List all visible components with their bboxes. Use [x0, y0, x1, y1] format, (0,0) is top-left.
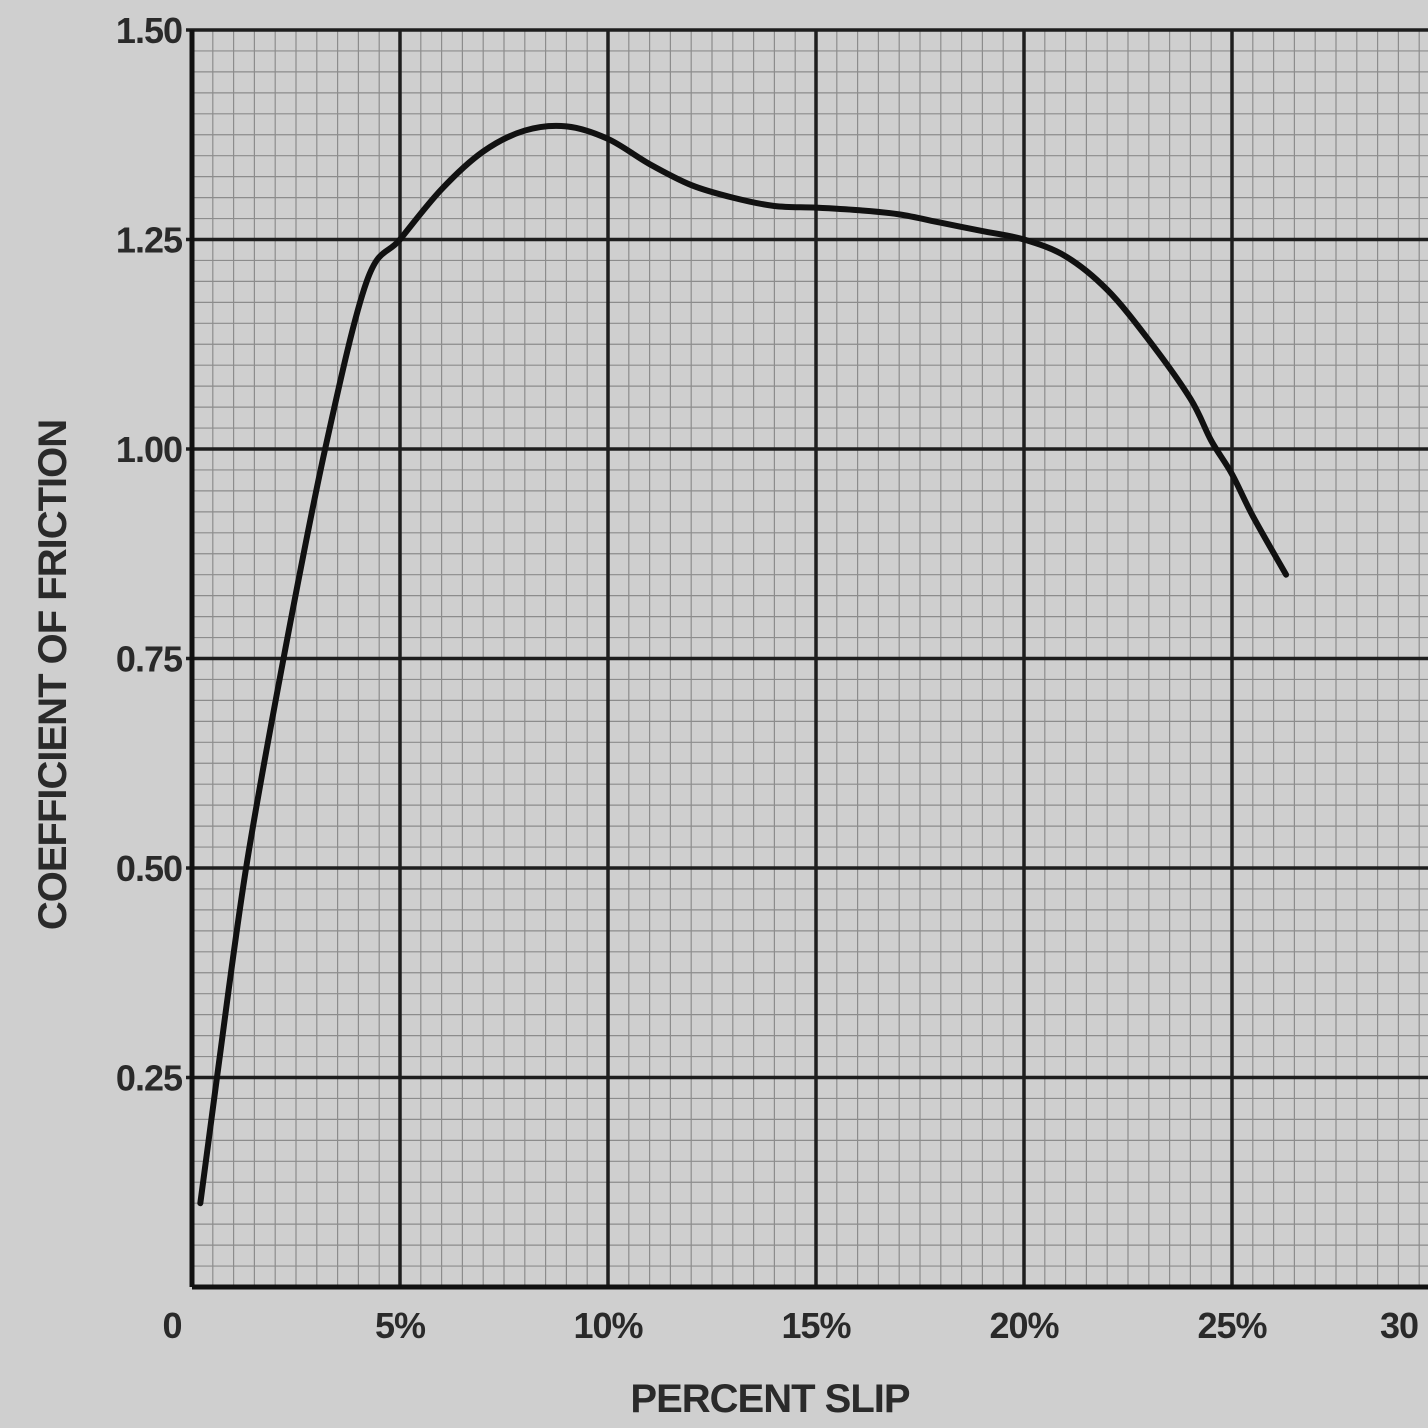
y-tick-label: 0.25 — [116, 1058, 183, 1099]
x-tick-label: 15% — [781, 1305, 851, 1346]
friction-curve — [197, 122, 1290, 1207]
x-tick-labels: 0 5% 10% 15% 20% 25% 30 — [162, 1305, 1419, 1346]
y-tick-label: 1.25 — [116, 220, 183, 261]
y-tick-label: 1.00 — [116, 429, 182, 470]
x-tick-label: 20% — [989, 1305, 1059, 1346]
y-tick-labels: 0.25 0.50 0.75 1.00 1.25 1.50 — [116, 10, 184, 1099]
x-axis-title: PERCENT SLIP — [630, 1377, 909, 1421]
y-tick-label: 1.50 — [116, 10, 182, 51]
x-tick-label: 0 — [162, 1305, 181, 1346]
x-tick-label: 5% — [375, 1305, 426, 1346]
x-tick-label: 25% — [1197, 1305, 1267, 1346]
y-tick-label: 0.50 — [116, 848, 182, 889]
axes — [189, 30, 1428, 1290]
x-tick-label: 30 — [1380, 1305, 1418, 1346]
y-tick-label: 0.75 — [116, 639, 183, 680]
major-grid — [186, 28, 1428, 1287]
y-axis-title: COEFFICIENT OF FRICTION — [31, 420, 75, 930]
x-tick-label: 10% — [573, 1305, 643, 1346]
